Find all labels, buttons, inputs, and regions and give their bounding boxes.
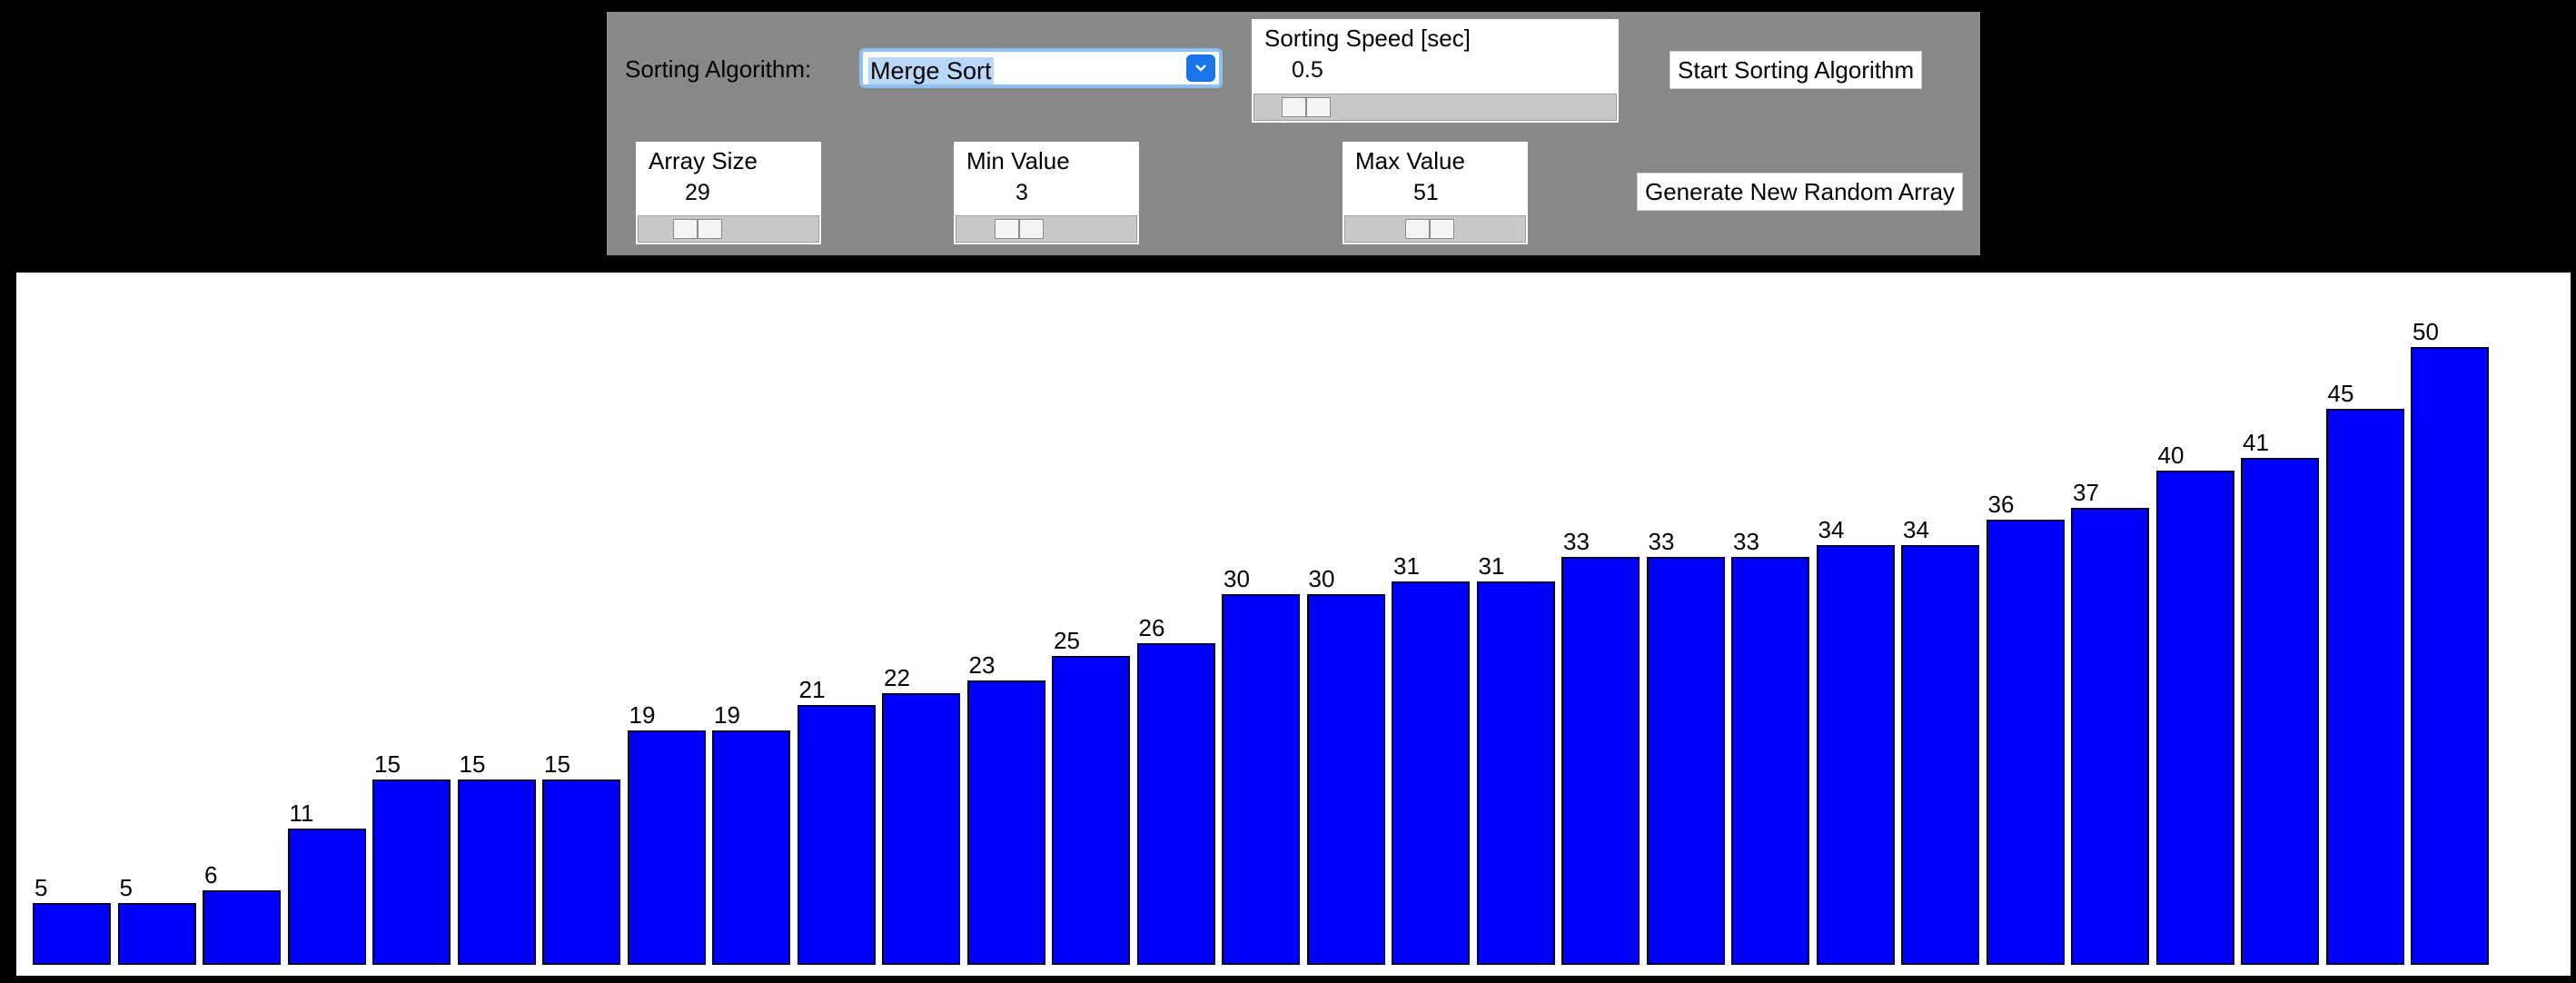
max-value-slider-panel: Max Value 51	[1342, 142, 1528, 244]
bar-value-label: 25	[1054, 627, 1080, 654]
bar-value-label: 30	[1308, 565, 1335, 592]
algorithm-label: Sorting Algorithm:	[625, 55, 812, 83]
chevron-down-icon[interactable]	[1186, 55, 1215, 82]
bar-value-label: 33	[1733, 528, 1759, 556]
bar-value-label: 34	[1818, 515, 1845, 543]
bar-value-label: 31	[1393, 552, 1420, 581]
speed-slider-track[interactable]	[1253, 94, 1617, 121]
bar	[287, 829, 366, 965]
min-value-slider-thumb[interactable]	[995, 219, 1044, 239]
bar	[627, 730, 706, 965]
bar-value-label: 15	[374, 750, 401, 778]
algorithm-select-value: Merge Sort	[868, 57, 994, 84]
min-value-slider-panel: Min Value 3	[954, 142, 1139, 244]
bar	[1901, 544, 1979, 965]
bar	[882, 692, 960, 965]
control-panel: Sorting Algorithm: Merge Sort Sorting Sp…	[607, 12, 1980, 255]
bar-value-label: 5	[35, 874, 48, 901]
array-size-slider-title: Array Size	[649, 147, 758, 174]
bar	[1561, 557, 1640, 965]
speed-slider-value: 0.5	[1292, 57, 1323, 83]
array-size-slider-value: 29	[685, 180, 710, 205]
bar-value-label: 26	[1138, 614, 1165, 642]
bar	[1052, 656, 1130, 965]
bar	[457, 779, 536, 965]
min-value-slider-title: Min Value	[966, 147, 1070, 174]
bar	[1222, 594, 1300, 965]
bar	[966, 680, 1045, 965]
bar-value-label: 40	[2157, 442, 2185, 469]
speed-slider-thumb[interactable]	[1282, 97, 1331, 117]
max-value-slider-value: 51	[1413, 180, 1439, 205]
array-size-slider-track[interactable]	[638, 215, 819, 243]
bar	[1392, 581, 1470, 965]
bar-value-label: 45	[2327, 380, 2354, 407]
min-value-slider-value: 3	[1016, 180, 1028, 205]
array-size-slider-thumb[interactable]	[673, 219, 722, 239]
bar	[2241, 458, 2319, 965]
bar-value-label: 21	[798, 676, 826, 704]
bar-value-label: 30	[1224, 565, 1250, 592]
bar-value-label: 41	[2243, 429, 2269, 457]
bar-value-label: 19	[629, 700, 656, 729]
bar-value-label: 33	[1563, 528, 1590, 556]
bar	[117, 903, 196, 965]
min-value-slider-track[interactable]	[956, 215, 1137, 243]
bar-value-label: 34	[1903, 515, 1929, 543]
bar-value-label: 22	[884, 663, 910, 691]
bar-value-label: 15	[544, 750, 570, 778]
max-value-slider-track[interactable]	[1344, 215, 1526, 243]
bar-value-label: 37	[2073, 478, 2099, 506]
bar	[2155, 471, 2234, 965]
bar-value-label: 23	[968, 651, 996, 680]
bar	[542, 779, 620, 965]
bar-value-label: 5	[119, 874, 133, 901]
bar-value-label: 6	[204, 861, 218, 889]
algorithm-select[interactable]: Merge Sort	[859, 48, 1223, 88]
generate-random-array-button[interactable]: Generate New Random Array	[1637, 173, 1964, 211]
bar	[1816, 544, 1895, 965]
max-value-slider-title: Max Value	[1355, 147, 1465, 174]
bar-chart: 5 5 6 11 15 15 15 19 19 21 22 23 25 26 30 30 31 31 33 33 33 3…	[16, 273, 2571, 976]
speed-slider-title: Sorting Speed [sec]	[1264, 25, 1471, 52]
bar	[33, 903, 111, 965]
bar	[1646, 557, 1725, 965]
bar-value-label: 15	[459, 750, 486, 778]
speed-slider-panel: Sorting Speed [sec] 0.5	[1252, 19, 1619, 123]
bar	[2325, 409, 2404, 965]
bar	[203, 890, 281, 965]
bar	[1136, 643, 1215, 965]
start-sorting-button[interactable]: Start Sorting Algorithm	[1669, 51, 1923, 89]
bar-value-label: 33	[1648, 528, 1675, 556]
bar	[1306, 594, 1385, 965]
max-value-slider-thumb[interactable]	[1405, 219, 1454, 239]
bar	[2411, 347, 2489, 965]
bar-value-label: 31	[1478, 552, 1505, 581]
bar-value-label: 11	[289, 799, 314, 828]
bar	[1731, 557, 1809, 965]
array-size-slider-panel: Array Size 29	[636, 142, 821, 244]
bar	[372, 779, 451, 965]
bar	[712, 730, 790, 965]
bar-value-label: 36	[1987, 491, 2015, 519]
bar	[1986, 520, 2065, 965]
bar	[1476, 581, 1555, 965]
bar	[2071, 507, 2149, 965]
bar	[797, 705, 876, 965]
bar-value-label: 50	[2413, 318, 2439, 345]
bar-value-label: 19	[714, 700, 740, 729]
